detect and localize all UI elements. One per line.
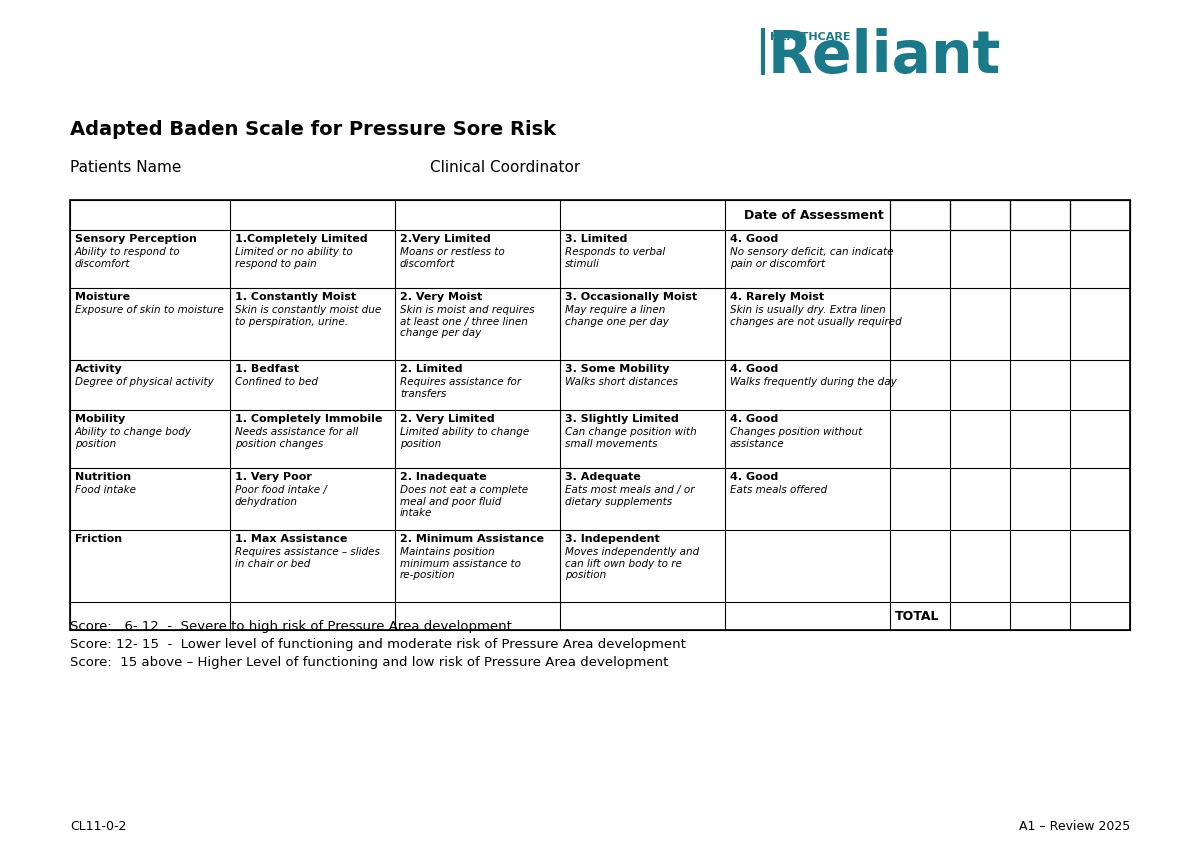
Text: Eats meals offered: Eats meals offered: [730, 485, 827, 495]
Bar: [1070, 200, 1130, 230]
Text: CL11-0-2: CL11-0-2: [70, 820, 126, 833]
Bar: [950, 200, 1010, 230]
Text: Patients Name: Patients Name: [70, 160, 181, 175]
Text: Limited or no ability to
respond to pain: Limited or no ability to respond to pain: [235, 247, 353, 268]
Text: Skin is constantly moist due
to perspiration, urine.: Skin is constantly moist due to perspira…: [235, 305, 382, 327]
Text: Skin is moist and requires
at least one / three linen
change per day: Skin is moist and requires at least one …: [400, 305, 535, 338]
Text: 3. Slightly Limited: 3. Slightly Limited: [565, 414, 679, 424]
Text: Sensory Perception: Sensory Perception: [74, 234, 197, 244]
Text: May require a linen
change one per day: May require a linen change one per day: [565, 305, 668, 327]
Text: Date of Assessment: Date of Assessment: [744, 209, 884, 222]
Text: Score:  15 above – Higher Level of functioning and low risk of Pressure Area dev: Score: 15 above – Higher Level of functi…: [70, 656, 668, 669]
Text: 3. Adequate: 3. Adequate: [565, 472, 641, 482]
Text: Limited ability to change
position: Limited ability to change position: [400, 427, 529, 448]
Text: Exposure of skin to moisture: Exposure of skin to moisture: [74, 305, 223, 315]
Text: Ability to respond to
discomfort: Ability to respond to discomfort: [74, 247, 181, 268]
Text: Moisture: Moisture: [74, 292, 130, 302]
Text: 4. Good: 4. Good: [730, 364, 779, 374]
Text: Requires assistance for
transfers: Requires assistance for transfers: [400, 377, 521, 398]
Text: Food intake: Food intake: [74, 485, 136, 495]
Text: 3. Independent: 3. Independent: [565, 534, 660, 544]
Text: Walks short distances: Walks short distances: [565, 377, 678, 387]
Text: 1.Completely Limited: 1.Completely Limited: [235, 234, 367, 244]
Text: 2. Very Moist: 2. Very Moist: [400, 292, 482, 302]
Text: Changes position without
assistance: Changes position without assistance: [730, 427, 863, 448]
Text: 2. Very Limited: 2. Very Limited: [400, 414, 494, 424]
Text: Score: 12- 15  -  Lower level of functioning and moderate risk of Pressure Area : Score: 12- 15 - Lower level of functioni…: [70, 638, 686, 651]
Text: Requires assistance – slides
in chair or bed: Requires assistance – slides in chair or…: [235, 547, 380, 569]
Text: 4. Good: 4. Good: [730, 234, 779, 244]
Text: 1. Bedfast: 1. Bedfast: [235, 364, 299, 374]
Text: 4. Good: 4. Good: [730, 472, 779, 482]
Bar: [70, 200, 1130, 630]
Text: Moans or restless to
discomfort: Moans or restless to discomfort: [400, 247, 505, 268]
Text: Walks frequently during the day: Walks frequently during the day: [730, 377, 896, 387]
Text: Skin is usually dry. Extra linen
changes are not usually required: Skin is usually dry. Extra linen changes…: [730, 305, 901, 327]
Text: Confined to bed: Confined to bed: [235, 377, 318, 387]
Text: 2. Inadequate: 2. Inadequate: [400, 472, 487, 482]
Text: Eats most meals and / or
dietary supplements: Eats most meals and / or dietary supplem…: [565, 485, 695, 507]
Text: Degree of physical activity: Degree of physical activity: [74, 377, 214, 387]
Bar: [1010, 200, 1070, 230]
Text: 3. Some Mobility: 3. Some Mobility: [565, 364, 670, 374]
Text: 3. Limited: 3. Limited: [565, 234, 628, 244]
Text: Moves independently and
can lift own body to re
position: Moves independently and can lift own bod…: [565, 547, 700, 580]
Text: Adapted Baden Scale for Pressure Sore Risk: Adapted Baden Scale for Pressure Sore Ri…: [70, 120, 556, 139]
Text: A1 – Review 2025: A1 – Review 2025: [1019, 820, 1130, 833]
Text: Responds to verbal
stimuli: Responds to verbal stimuli: [565, 247, 665, 268]
Text: 1. Very Poor: 1. Very Poor: [235, 472, 312, 482]
Text: Maintains position
minimum assistance to
re-position: Maintains position minimum assistance to…: [400, 547, 521, 580]
Text: 4. Rarely Moist: 4. Rarely Moist: [730, 292, 824, 302]
Text: No sensory deficit, can indicate
pain or discomfort: No sensory deficit, can indicate pain or…: [730, 247, 894, 268]
Text: Reliant: Reliant: [768, 28, 1001, 85]
Text: Can change position with
small movements: Can change position with small movements: [565, 427, 697, 448]
Text: 2.Very Limited: 2.Very Limited: [400, 234, 491, 244]
Text: Mobility: Mobility: [74, 414, 125, 424]
Text: Activity: Activity: [74, 364, 122, 374]
Text: Ability to change body
position: Ability to change body position: [74, 427, 192, 448]
Text: 1. Max Assistance: 1. Max Assistance: [235, 534, 347, 544]
Text: Does not eat a complete
meal and poor fluid
intake: Does not eat a complete meal and poor fl…: [400, 485, 528, 518]
Text: Needs assistance for all
position changes: Needs assistance for all position change…: [235, 427, 359, 448]
Text: 3. Occasionally Moist: 3. Occasionally Moist: [565, 292, 697, 302]
Text: 4. Good: 4. Good: [730, 414, 779, 424]
Text: HEALTHCARE: HEALTHCARE: [770, 32, 851, 42]
Text: Poor food intake /
dehydration: Poor food intake / dehydration: [235, 485, 326, 507]
Text: 2. Limited: 2. Limited: [400, 364, 462, 374]
Text: Clinical Coordinator: Clinical Coordinator: [430, 160, 581, 175]
Text: Friction: Friction: [74, 534, 122, 544]
Text: 1. Constantly Moist: 1. Constantly Moist: [235, 292, 356, 302]
Text: 2. Minimum Assistance: 2. Minimum Assistance: [400, 534, 544, 544]
Text: Nutrition: Nutrition: [74, 472, 131, 482]
Text: 1. Completely Immobile: 1. Completely Immobile: [235, 414, 383, 424]
Text: Score:   6- 12  -  Severe to high risk of Pressure Area development: Score: 6- 12 - Severe to high risk of Pr…: [70, 620, 512, 633]
Text: TOTAL: TOTAL: [895, 610, 940, 622]
Bar: [890, 200, 950, 230]
